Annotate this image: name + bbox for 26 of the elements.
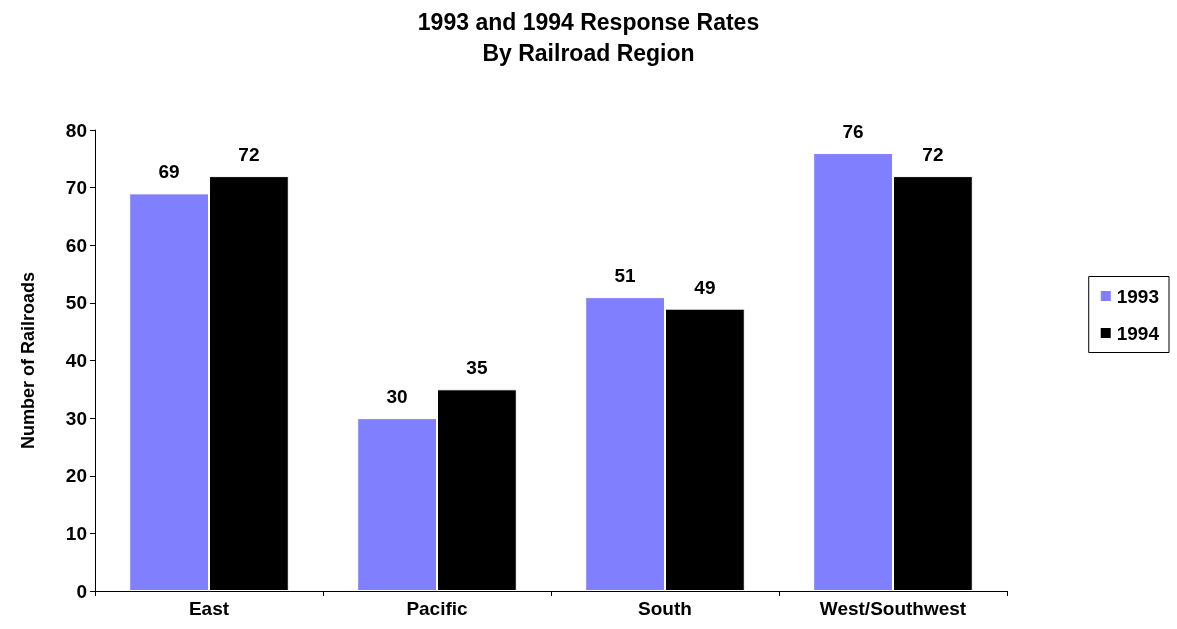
y-tick-label: 0 <box>76 580 87 602</box>
data-label: 69 <box>158 161 180 183</box>
chart-title: 1993 and 1994 Response Rates <box>417 8 760 35</box>
data-label: 76 <box>842 121 864 143</box>
data-label: 35 <box>466 357 488 379</box>
legend-label: 1993 <box>1116 285 1160 307</box>
legend-label: 1994 <box>1116 322 1160 344</box>
data-label: 51 <box>614 265 637 287</box>
y-axis-title: Number of Railroads <box>18 271 38 450</box>
data-label: 72 <box>238 144 260 166</box>
x-tick-label: East <box>188 598 230 619</box>
y-tick-label: 40 <box>65 350 87 371</box>
x-tick-label: West/Southwest <box>819 598 967 619</box>
y-tick-label: 50 <box>65 292 87 314</box>
y-tick-label: 70 <box>65 177 87 199</box>
x-tick-label: Pacific <box>406 598 469 619</box>
chart-subtitle: By Railroad Region <box>482 39 695 66</box>
data-label: 72 <box>922 144 944 166</box>
data-label: 30 <box>386 386 408 408</box>
y-tick-label: 20 <box>65 465 87 487</box>
y-tick-label: 30 <box>65 407 87 429</box>
y-tick-label: 80 <box>65 119 87 141</box>
y-tick-label: 60 <box>65 234 87 256</box>
x-tick-label: South <box>638 598 692 619</box>
y-tick-label: 10 <box>65 522 87 544</box>
data-label: 49 <box>694 276 716 298</box>
